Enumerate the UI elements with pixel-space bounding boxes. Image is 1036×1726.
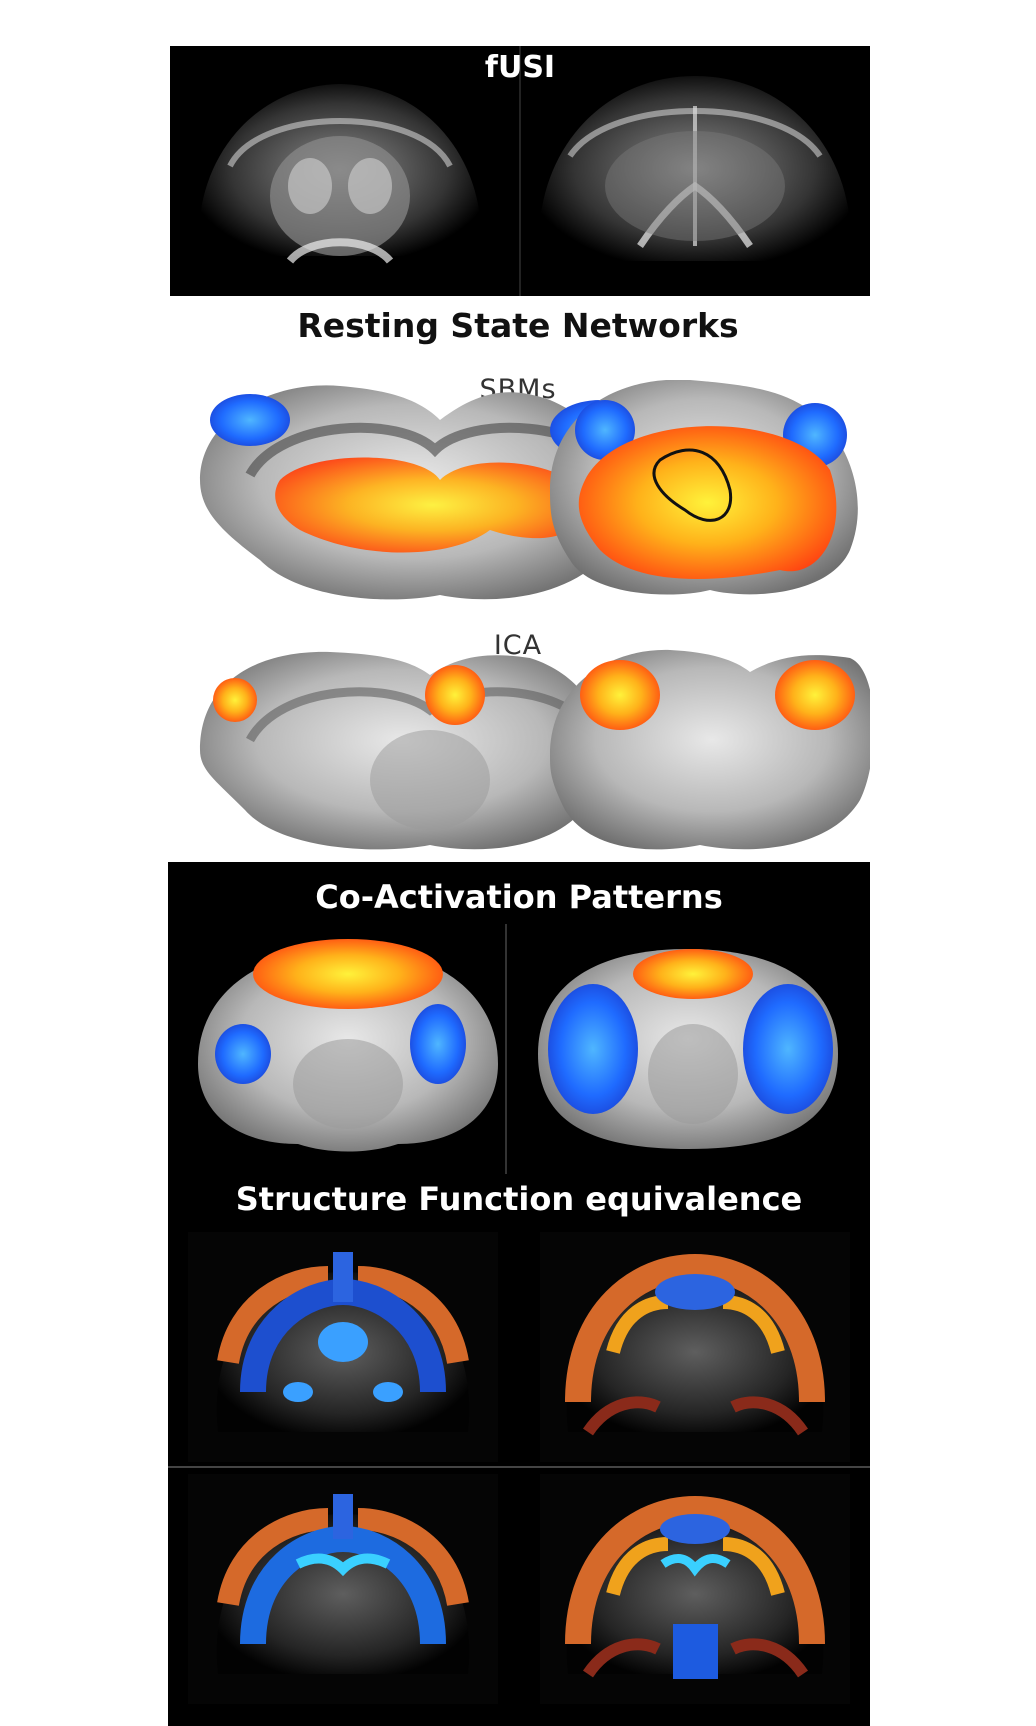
sfe-divider — [168, 1466, 870, 1468]
ica-brain-left — [200, 651, 604, 850]
sbm-images — [200, 380, 858, 600]
cap-images — [198, 924, 838, 1174]
sfe-row2-right — [565, 1495, 825, 1679]
sfe-images-row1 — [188, 1232, 850, 1462]
cap-title: Co-Activation Patterns — [315, 878, 723, 916]
ica-panel — [190, 640, 870, 860]
cap-panel: Co-Activation Patterns Structure Functio… — [168, 862, 870, 1726]
sbm-panel — [190, 380, 870, 610]
fusi-title: fUSI — [484, 50, 556, 85]
fusi-slice-right — [539, 76, 851, 261]
fusi-slice-left — [198, 84, 482, 264]
cap-brain-left — [198, 939, 498, 1152]
ica-images — [200, 649, 870, 850]
rsn-title: Resting State Networks — [297, 306, 739, 345]
fusi-images — [198, 46, 851, 296]
sfe-row1-left — [216, 1252, 470, 1432]
fusi-panel: fUSI — [170, 46, 870, 296]
sbm-brain-right — [550, 380, 858, 595]
sfe-images-row2 — [188, 1474, 850, 1704]
cap-brain-right — [538, 949, 838, 1149]
sfe-title: Structure Function equivalence — [235, 1180, 803, 1218]
sfe-row2-left — [216, 1494, 470, 1674]
ica-brain-right — [550, 649, 870, 850]
sfe-row1-right — [565, 1253, 825, 1436]
